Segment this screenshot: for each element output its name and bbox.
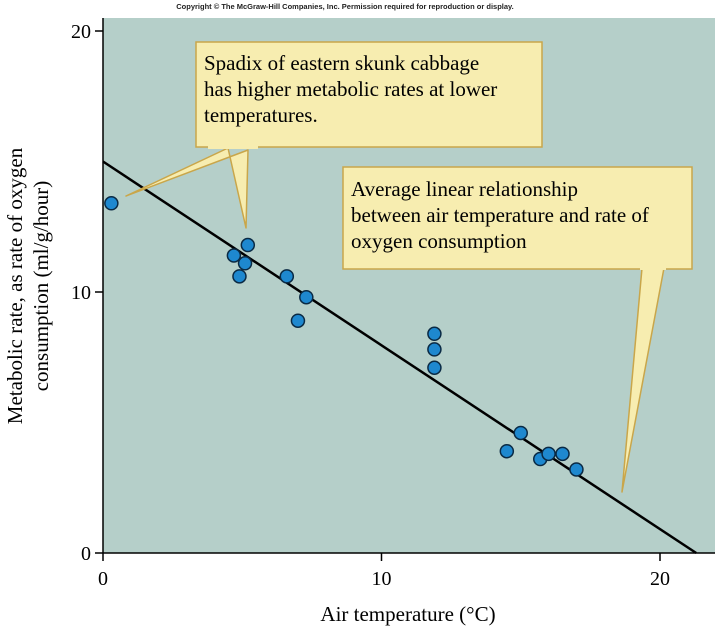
spadix-callout-text: temperatures. [204, 103, 318, 127]
linear-callout-text: between air temperature and rate of [351, 203, 649, 227]
spadix-callout-text: has higher metabolic rates at lower [204, 77, 497, 101]
data-point [427, 342, 442, 357]
linear-callout-box [342, 166, 693, 270]
x-tick-label: 0 [98, 568, 108, 590]
trend-line [102, 160, 697, 555]
data-point [541, 446, 556, 462]
data-point [569, 462, 584, 477]
x-tick-label: 20 [650, 568, 670, 590]
data-point [427, 326, 442, 342]
y-tick-label: 10 [71, 282, 91, 304]
spadix-callout-join [208, 143, 258, 149]
x-tick-label: 10 [372, 568, 392, 590]
linear-callout-text: oxygen consumption [351, 229, 527, 253]
y-axis-label-line: consumption (ml/g/hour) [29, 181, 53, 392]
data-point [104, 196, 119, 211]
data-point [513, 425, 528, 441]
data-point [499, 443, 515, 459]
linear-callout-text: Average linear relationship [351, 177, 578, 201]
data-point [237, 256, 253, 271]
data-point [232, 269, 247, 284]
linear-callout-join [640, 264, 666, 270]
spadix-callout-text: Spadix of eastern skunk cabbage [204, 51, 479, 75]
y-tick-label: 0 [81, 543, 91, 565]
data-point [555, 446, 570, 462]
spadix-callout-box [195, 41, 543, 148]
y-tick-label: 20 [71, 21, 91, 43]
data-point [299, 289, 314, 305]
x-axis-label: Air temperature (°C) [320, 602, 495, 626]
y-axis-label-line: Metabolic rate, as rate of oxygen [3, 147, 27, 424]
data-point [279, 269, 295, 284]
data-point [226, 248, 242, 263]
data-point [427, 360, 442, 375]
copyright-notice: Copyright © The McGraw-Hill Companies, I… [176, 2, 514, 11]
data-point [290, 313, 306, 328]
y-axis-label: Metabolic rate, as rate of oxygenconsump… [3, 147, 53, 424]
spadix-callout-pointer [125, 147, 249, 229]
data-point [240, 237, 256, 253]
